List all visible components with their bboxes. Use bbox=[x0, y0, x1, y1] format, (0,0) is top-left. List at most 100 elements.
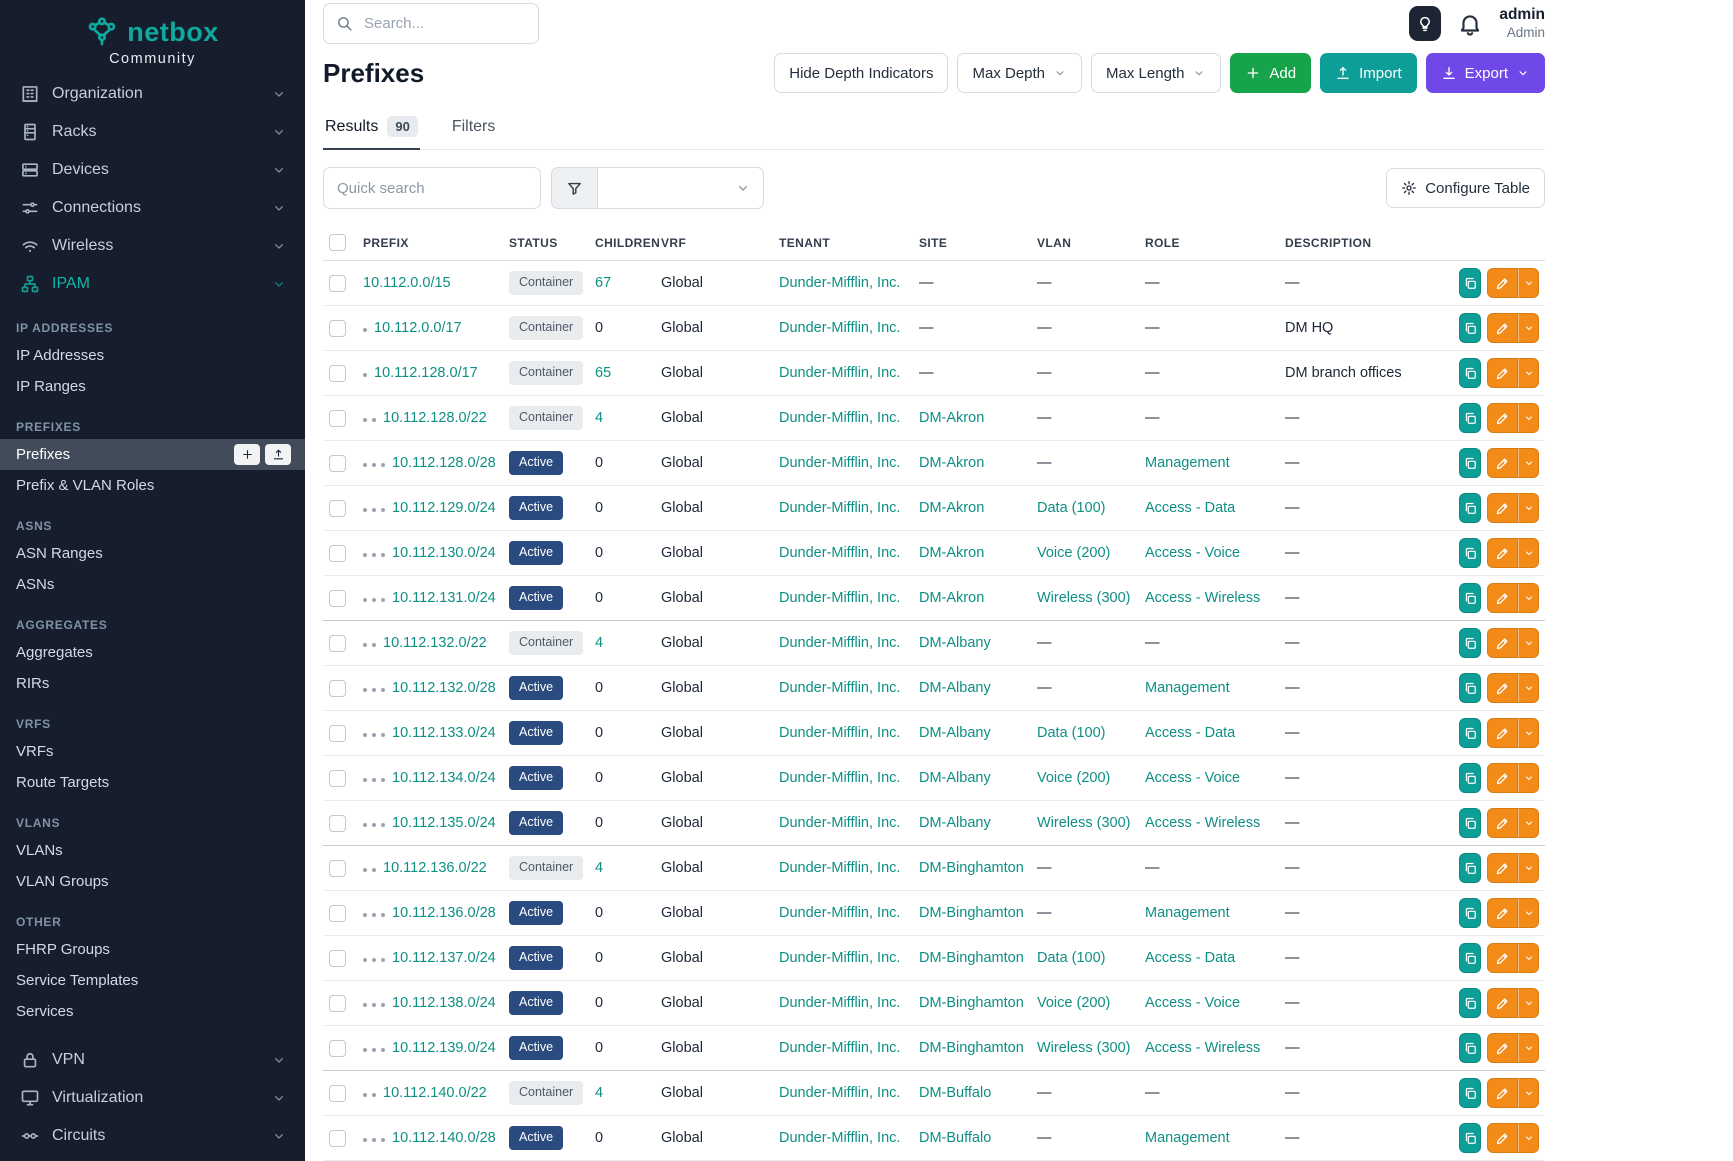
role-link[interactable]: Access - Data bbox=[1145, 725, 1236, 741]
edit-dropdown-button[interactable] bbox=[1518, 898, 1539, 928]
row-checkbox[interactable] bbox=[329, 1084, 346, 1102]
edit-button[interactable] bbox=[1487, 493, 1518, 523]
edit-dropdown-button[interactable] bbox=[1518, 718, 1539, 748]
edit-dropdown-button[interactable] bbox=[1518, 538, 1539, 568]
edit-button[interactable] bbox=[1487, 1078, 1518, 1108]
sidebar-item-ipam[interactable]: IPAM bbox=[0, 265, 305, 303]
site-link[interactable]: DM-Albany bbox=[919, 770, 991, 786]
copy-button[interactable] bbox=[1459, 313, 1481, 343]
edit-button[interactable] bbox=[1487, 538, 1518, 568]
sidebar-item-prefix-vlan-roles[interactable]: Prefix & VLAN Roles bbox=[0, 470, 305, 501]
children-count-link[interactable]: 4 bbox=[595, 635, 604, 651]
sidebar-item-vlans[interactable]: VLANs bbox=[0, 835, 305, 866]
select-all-checkbox[interactable] bbox=[329, 234, 346, 251]
column-header-site[interactable]: SITE bbox=[913, 225, 1031, 261]
tenant-link[interactable]: Dunder-Mifflin, Inc. bbox=[779, 995, 901, 1011]
vlan-link[interactable]: Wireless (300) bbox=[1037, 590, 1131, 606]
vlan-link[interactable]: Wireless (300) bbox=[1037, 815, 1131, 831]
sidebar-item-asn-ranges[interactable]: ASN Ranges bbox=[0, 538, 305, 569]
global-search-input[interactable] bbox=[362, 14, 526, 33]
edit-button[interactable] bbox=[1487, 448, 1518, 478]
edit-button[interactable] bbox=[1487, 268, 1518, 298]
sidebar-item-asns[interactable]: ASNs bbox=[0, 569, 305, 600]
row-checkbox[interactable] bbox=[329, 499, 346, 517]
role-link[interactable]: Management bbox=[1145, 1130, 1230, 1146]
role-link[interactable]: Access - Data bbox=[1145, 500, 1236, 516]
edit-button[interactable] bbox=[1487, 853, 1518, 883]
edit-dropdown-button[interactable] bbox=[1518, 943, 1539, 973]
copy-button[interactable] bbox=[1459, 808, 1481, 838]
sidebar-item-rirs[interactable]: RIRs bbox=[0, 668, 305, 699]
user-menu[interactable]: admin Admin bbox=[1499, 6, 1545, 41]
row-checkbox[interactable] bbox=[329, 544, 346, 562]
prefix-link[interactable]: 10.112.131.0/24 bbox=[392, 590, 496, 606]
netbox-logo[interactable]: netbox Community bbox=[0, 0, 305, 75]
prefix-link[interactable]: 10.112.0.0/17 bbox=[374, 320, 462, 336]
global-search[interactable] bbox=[323, 3, 539, 44]
sidebar-prefixes-add-button[interactable] bbox=[234, 444, 260, 465]
sidebar-prefixes-import-button[interactable] bbox=[265, 444, 291, 465]
row-checkbox[interactable] bbox=[329, 274, 346, 292]
edit-dropdown-button[interactable] bbox=[1518, 268, 1539, 298]
tenant-link[interactable]: Dunder-Mifflin, Inc. bbox=[779, 770, 901, 786]
children-count-link[interactable]: 4 bbox=[595, 860, 604, 876]
edit-button[interactable] bbox=[1487, 403, 1518, 433]
sidebar-item-ip-addresses[interactable]: IP Addresses bbox=[0, 340, 305, 371]
role-link[interactable]: Access - Data bbox=[1145, 950, 1236, 966]
vlan-link[interactable]: Data (100) bbox=[1037, 950, 1106, 966]
site-link[interactable]: DM-Akron bbox=[919, 590, 985, 606]
edit-button[interactable] bbox=[1487, 718, 1518, 748]
sidebar-item-connections[interactable]: Connections bbox=[0, 189, 305, 227]
tenant-link[interactable]: Dunder-Mifflin, Inc. bbox=[779, 1130, 901, 1146]
import-button[interactable]: Import bbox=[1320, 53, 1417, 93]
vlan-link[interactable]: Data (100) bbox=[1037, 500, 1106, 516]
prefix-link[interactable]: 10.112.139.0/24 bbox=[392, 1040, 496, 1056]
site-link[interactable]: DM-Akron bbox=[919, 500, 985, 516]
row-checkbox[interactable] bbox=[329, 904, 346, 922]
row-checkbox[interactable] bbox=[329, 409, 346, 427]
copy-button[interactable] bbox=[1459, 1123, 1481, 1153]
column-header-description[interactable]: DESCRIPTION bbox=[1279, 225, 1453, 261]
sidebar-item-ip-ranges[interactable]: IP Ranges bbox=[0, 371, 305, 402]
copy-button[interactable] bbox=[1459, 763, 1481, 793]
site-link[interactable]: DM-Akron bbox=[919, 545, 985, 561]
edit-button[interactable] bbox=[1487, 898, 1518, 928]
tenant-link[interactable]: Dunder-Mifflin, Inc. bbox=[779, 815, 901, 831]
copy-button[interactable] bbox=[1459, 943, 1481, 973]
role-link[interactable]: Access - Voice bbox=[1145, 995, 1241, 1011]
sidebar-item-services[interactable]: Services bbox=[0, 996, 305, 1027]
site-link[interactable]: DM-Buffalo bbox=[919, 1085, 992, 1101]
edit-dropdown-button[interactable] bbox=[1518, 763, 1539, 793]
copy-button[interactable] bbox=[1459, 493, 1481, 523]
sidebar-item-racks[interactable]: Racks bbox=[0, 113, 305, 151]
sidebar-item-route-targets[interactable]: Route Targets bbox=[0, 767, 305, 798]
edit-dropdown-button[interactable] bbox=[1518, 448, 1539, 478]
sidebar-item-service-templates[interactable]: Service Templates bbox=[0, 965, 305, 996]
prefix-link[interactable]: 10.112.128.0/28 bbox=[392, 455, 496, 471]
edit-button[interactable] bbox=[1487, 358, 1518, 388]
prefix-link[interactable]: 10.112.128.0/17 bbox=[374, 365, 478, 381]
edit-dropdown-button[interactable] bbox=[1518, 1078, 1539, 1108]
tenant-link[interactable]: Dunder-Mifflin, Inc. bbox=[779, 950, 901, 966]
add-button[interactable]: Add bbox=[1230, 53, 1312, 93]
edit-dropdown-button[interactable] bbox=[1518, 358, 1539, 388]
role-link[interactable]: Management bbox=[1145, 455, 1230, 471]
site-link[interactable]: DM-Albany bbox=[919, 635, 991, 651]
hide-depth-indicators-button[interactable]: Hide Depth Indicators bbox=[774, 53, 949, 93]
row-checkbox[interactable] bbox=[329, 724, 346, 742]
copy-button[interactable] bbox=[1459, 988, 1481, 1018]
vlan-link[interactable]: Voice (200) bbox=[1037, 770, 1111, 786]
role-link[interactable]: Access - Wireless bbox=[1145, 1040, 1261, 1056]
tenant-link[interactable]: Dunder-Mifflin, Inc. bbox=[779, 545, 901, 561]
edit-button[interactable] bbox=[1487, 628, 1518, 658]
edit-button[interactable] bbox=[1487, 943, 1518, 973]
row-checkbox[interactable] bbox=[329, 994, 346, 1012]
edit-button[interactable] bbox=[1487, 988, 1518, 1018]
configure-table-button[interactable]: Configure Table bbox=[1386, 168, 1545, 208]
edit-dropdown-button[interactable] bbox=[1518, 808, 1539, 838]
sidebar-item-vpn[interactable]: VPN bbox=[0, 1041, 305, 1079]
tenant-link[interactable]: Dunder-Mifflin, Inc. bbox=[779, 635, 901, 651]
prefix-link[interactable]: 10.112.133.0/24 bbox=[392, 725, 496, 741]
saved-filter-select[interactable] bbox=[597, 167, 764, 209]
notifications-button[interactable] bbox=[1457, 11, 1483, 37]
